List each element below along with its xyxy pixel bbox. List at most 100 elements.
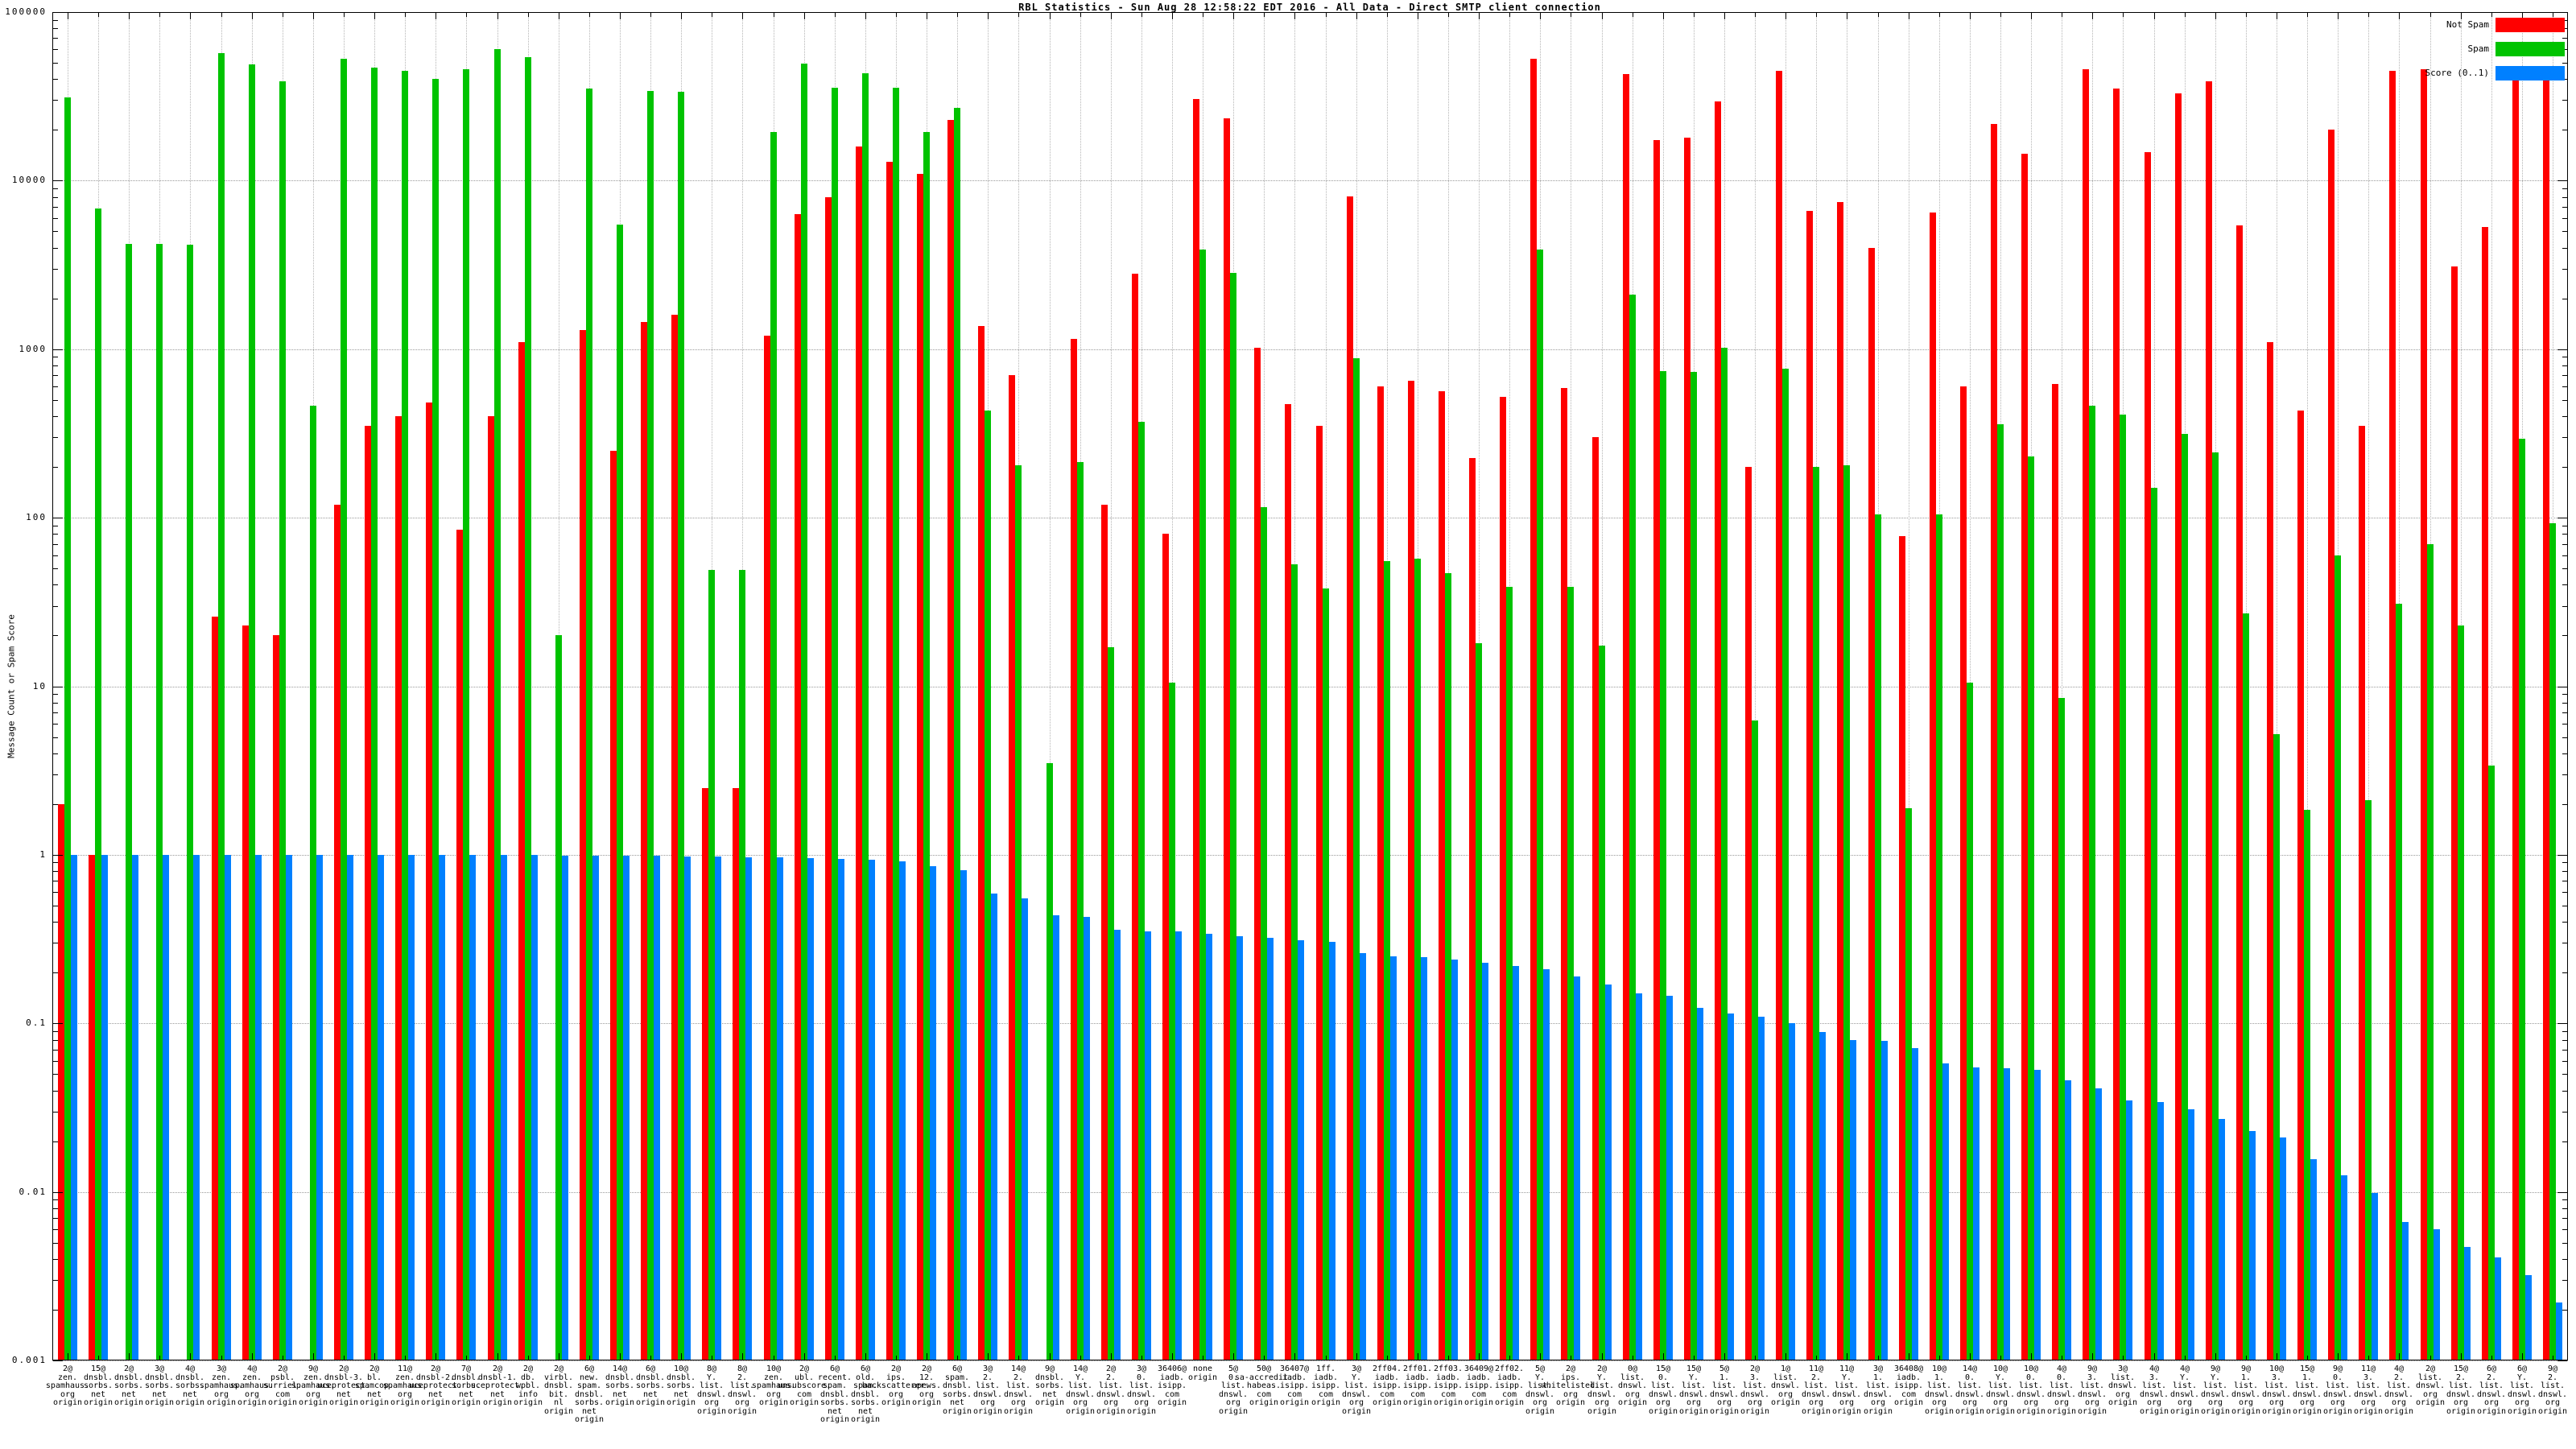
bar-not-spam bbox=[1408, 381, 1414, 1360]
bar-spam bbox=[95, 208, 101, 1360]
bar-not-spam bbox=[856, 147, 862, 1360]
bar-spam bbox=[1599, 646, 1605, 1360]
x-tick-bottom bbox=[1540, 1353, 1541, 1360]
x-tick-bottom bbox=[2215, 1353, 2216, 1360]
x-tick-label: 14@ Y. list. dnswl. org origin bbox=[1065, 1364, 1096, 1416]
x-tick-top bbox=[1080, 13, 1081, 17]
y-tick-major bbox=[53, 855, 63, 856]
bar-not-spam bbox=[2297, 411, 2304, 1360]
x-tick-bottom bbox=[1602, 1353, 1603, 1360]
y-tick-minor bbox=[53, 1050, 58, 1051]
bar-score bbox=[930, 866, 936, 1360]
x-tick-label: 10@ dnsbl. sorbs. net origin bbox=[666, 1364, 696, 1407]
bar-spam bbox=[341, 59, 347, 1360]
y-tick-minor bbox=[2562, 712, 2567, 713]
bar-score bbox=[991, 894, 997, 1360]
bar-not-spam bbox=[518, 342, 525, 1360]
bar-score bbox=[1390, 956, 1397, 1360]
bar-score bbox=[1758, 1017, 1765, 1360]
bar-spam bbox=[2028, 456, 2034, 1360]
x-tick-top bbox=[374, 13, 375, 19]
x-tick-bottom bbox=[159, 1356, 160, 1360]
bar-not-spam bbox=[1776, 71, 1782, 1360]
bar-spam bbox=[2458, 625, 2464, 1360]
y-tick-label: 0.01 bbox=[19, 1187, 47, 1197]
bar-score bbox=[378, 855, 384, 1360]
y-tick-minor bbox=[53, 555, 58, 556]
x-tick-bottom bbox=[589, 1356, 590, 1360]
bar-not-spam bbox=[1868, 248, 1875, 1360]
bar-spam bbox=[310, 406, 316, 1360]
gridline-h bbox=[52, 349, 2568, 350]
y-tick-minor bbox=[2562, 972, 2567, 973]
y-tick-label: 1 bbox=[39, 849, 47, 860]
bar-score bbox=[2525, 1275, 2532, 1360]
x-tick-label: 2@ bl. spamcop. net origin bbox=[354, 1364, 394, 1407]
x-tick-top bbox=[742, 13, 743, 19]
bar-not-spam bbox=[89, 855, 95, 1360]
x-tick-top bbox=[2399, 13, 2400, 19]
y-tick-minor bbox=[2562, 28, 2567, 29]
bar-spam bbox=[156, 244, 163, 1360]
bar-spam bbox=[1721, 348, 1728, 1360]
y-tick-minor bbox=[53, 365, 58, 366]
y-tick-minor bbox=[53, 49, 58, 50]
x-tick-label: 10@ Y. list. dnswl. org origin bbox=[1985, 1364, 2016, 1416]
x-tick-bottom bbox=[957, 1356, 958, 1360]
x-tick-label: 2@ virbl. dnsbl. bit. nl origin bbox=[543, 1364, 574, 1416]
x-tick-label: 9@ zen. spamhaus. org origin bbox=[291, 1364, 336, 1407]
x-tick-top bbox=[1785, 13, 1786, 19]
bar-spam bbox=[617, 225, 623, 1360]
x-tick-bottom bbox=[1785, 1353, 1786, 1360]
y-tick-major bbox=[53, 1192, 63, 1193]
y-tick-minor bbox=[53, 28, 58, 29]
x-tick-bottom bbox=[2368, 1356, 2369, 1360]
bar-score bbox=[2434, 1229, 2440, 1360]
x-tick-top bbox=[1509, 13, 1510, 17]
y-tick-minor bbox=[2562, 248, 2567, 249]
x-tick-top bbox=[1172, 13, 1173, 19]
bar-not-spam bbox=[1991, 124, 1997, 1360]
y-tick-minor bbox=[2562, 606, 2567, 607]
y-tick-minor bbox=[53, 1091, 58, 1092]
x-tick-label: 14@ dnsbl. sorbs. net origin bbox=[605, 1364, 635, 1407]
x-tick-label: 6@ old. spam. dnsbl. sorbs. net origin bbox=[850, 1364, 881, 1424]
bar-not-spam bbox=[1561, 388, 1567, 1360]
bar-score bbox=[2341, 1175, 2347, 1360]
y-tick-minor bbox=[53, 416, 58, 417]
bar-spam bbox=[2396, 604, 2402, 1360]
bar-not-spam bbox=[610, 451, 617, 1360]
x-tick-top bbox=[2092, 13, 2093, 19]
bar-spam bbox=[279, 81, 286, 1360]
bar-score bbox=[347, 855, 353, 1360]
bar-not-spam bbox=[641, 322, 647, 1360]
bar-score bbox=[1329, 942, 1335, 1360]
x-tick-bottom bbox=[1018, 1356, 1019, 1360]
x-tick-bottom bbox=[1326, 1356, 1327, 1360]
y-tick-major bbox=[53, 180, 63, 181]
bar-not-spam bbox=[1132, 274, 1138, 1360]
y-tick-minor bbox=[2562, 804, 2567, 805]
x-tick-label: 3@ 2. list. dnswl. org origin bbox=[972, 1364, 1003, 1416]
y-tick-minor bbox=[53, 635, 58, 636]
bar-score bbox=[1053, 915, 1059, 1360]
x-tick-label: 10@ 0. list. dnswl. org origin bbox=[2016, 1364, 2046, 1416]
bar-not-spam bbox=[1500, 397, 1506, 1360]
x-tick-top bbox=[221, 13, 222, 17]
x-tick-top bbox=[528, 13, 529, 17]
y-tick-minor bbox=[53, 737, 58, 738]
bar-spam bbox=[893, 88, 899, 1360]
x-tick-label: 9@ 1. list. dnswl. org origin bbox=[2231, 1364, 2261, 1416]
bar-score bbox=[2126, 1100, 2132, 1360]
bar-spam bbox=[2273, 734, 2280, 1360]
x-tick-top bbox=[1111, 13, 1112, 19]
y-tick-minor bbox=[53, 400, 58, 401]
bar-score bbox=[225, 855, 231, 1360]
y-tick-major bbox=[53, 1360, 63, 1361]
y-tick-minor bbox=[2562, 737, 2567, 738]
bar-spam bbox=[985, 411, 991, 1360]
y-tick-minor bbox=[2562, 386, 2567, 387]
x-tick-label: 0@ list. dnswl. org origin bbox=[1617, 1364, 1648, 1407]
x-tick-top bbox=[1326, 13, 1327, 17]
y-tick-minor bbox=[53, 1074, 58, 1075]
